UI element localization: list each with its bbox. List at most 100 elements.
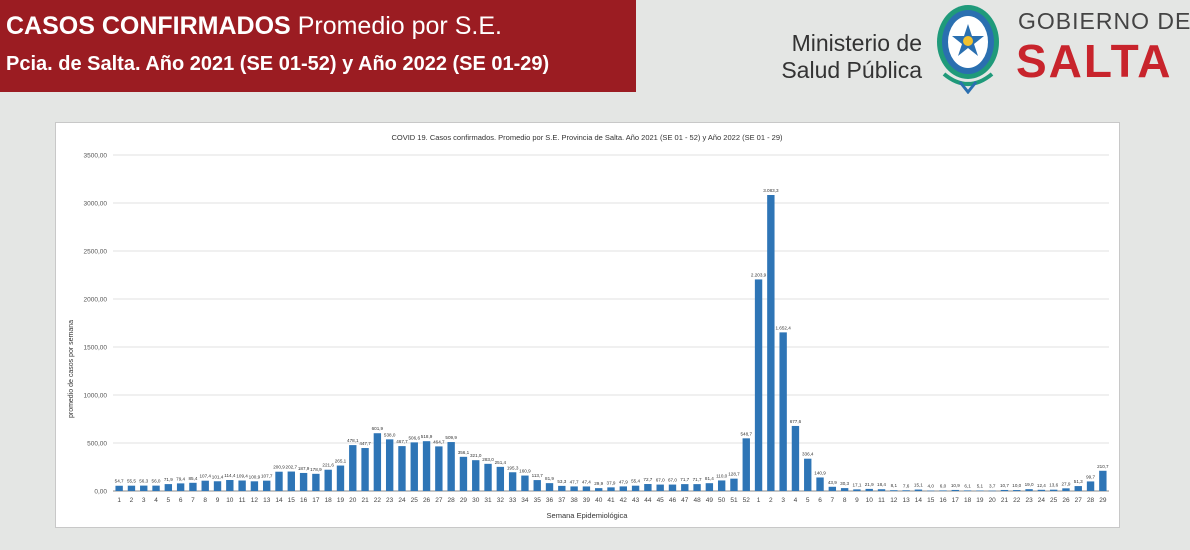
data-label: 67,0 bbox=[668, 478, 677, 483]
x-axis-title: Semana Epidemiológica bbox=[547, 511, 629, 520]
x-tick-label: 21 bbox=[361, 497, 369, 504]
data-label: 101,4 bbox=[212, 474, 224, 479]
data-label: 71,7 bbox=[693, 477, 702, 482]
bar bbox=[668, 484, 677, 491]
x-tick-label: 36 bbox=[546, 497, 554, 504]
x-tick-label: 22 bbox=[374, 497, 382, 504]
bar bbox=[877, 489, 886, 491]
bar bbox=[201, 480, 209, 491]
data-label: 56,0 bbox=[152, 479, 161, 484]
y-axis-title: promedio de casos por semana bbox=[68, 320, 75, 418]
x-tick-label: 4 bbox=[794, 497, 798, 504]
bar bbox=[484, 463, 492, 491]
data-label: 128,7 bbox=[728, 472, 740, 477]
data-label: 67,0 bbox=[656, 478, 665, 483]
data-label: 17,1 bbox=[852, 482, 861, 487]
data-label: 221,6 bbox=[322, 463, 334, 468]
bar bbox=[767, 195, 775, 491]
data-label: 178,9 bbox=[310, 467, 322, 472]
data-label: 56,3 bbox=[139, 479, 148, 484]
bar bbox=[189, 482, 197, 491]
data-label: 3.083,3 bbox=[763, 188, 779, 193]
bar bbox=[988, 490, 996, 492]
bar bbox=[385, 439, 394, 491]
bar bbox=[656, 484, 664, 491]
bar bbox=[533, 480, 541, 491]
x-tick-label: 47 bbox=[681, 497, 689, 504]
bar bbox=[619, 486, 627, 491]
bar bbox=[275, 471, 283, 491]
x-tick-label: 39 bbox=[583, 497, 591, 504]
data-label: 13,6 bbox=[1049, 483, 1058, 488]
x-tick-label: 3 bbox=[142, 497, 146, 504]
x-tick-label: 2 bbox=[130, 497, 134, 504]
data-label: 548,7 bbox=[741, 431, 753, 436]
x-tick-label: 12 bbox=[251, 497, 259, 504]
data-label: 4,0 bbox=[928, 484, 935, 489]
x-tick-label: 44 bbox=[644, 497, 652, 504]
data-label: 3,7 bbox=[989, 484, 996, 489]
bar bbox=[902, 490, 910, 491]
data-label: 447,7 bbox=[359, 441, 371, 446]
bar bbox=[299, 472, 308, 491]
bar bbox=[816, 477, 824, 491]
data-label: 5,1 bbox=[977, 484, 984, 489]
data-label: 37,9 bbox=[607, 480, 616, 485]
ministry-line-2: Salud Pública bbox=[781, 57, 922, 83]
bar bbox=[472, 460, 480, 491]
data-label: 283,0 bbox=[482, 457, 494, 462]
data-label: 72,7 bbox=[643, 477, 652, 482]
data-label: 187,9 bbox=[298, 466, 310, 471]
bar bbox=[1013, 490, 1021, 491]
data-label: 107,7 bbox=[261, 474, 273, 479]
bar bbox=[754, 279, 763, 491]
bar bbox=[250, 481, 259, 491]
bar bbox=[558, 485, 566, 491]
government-label: GOBIERNO DE bbox=[1018, 8, 1190, 34]
data-label: 30,3 bbox=[840, 481, 849, 486]
data-label: 200,9 bbox=[273, 465, 285, 470]
x-tick-label: 12 bbox=[890, 497, 898, 504]
data-label: 518,9 bbox=[421, 434, 433, 439]
data-label: 85,4 bbox=[188, 476, 197, 481]
bar bbox=[410, 442, 418, 491]
bar bbox=[693, 484, 701, 491]
data-label: 100,9 bbox=[249, 474, 261, 479]
data-label: 10,0 bbox=[1012, 483, 1021, 488]
bar bbox=[963, 490, 972, 491]
bar bbox=[287, 471, 295, 491]
data-label: 321,0 bbox=[470, 453, 482, 458]
data-label: 19,0 bbox=[1025, 482, 1034, 487]
x-tick-label: 4 bbox=[154, 497, 158, 504]
x-tick-label: 9 bbox=[216, 497, 220, 504]
bar bbox=[459, 456, 468, 491]
bar bbox=[595, 488, 603, 491]
data-label: 195,3 bbox=[507, 465, 519, 470]
bar bbox=[127, 485, 136, 491]
x-tick-label: 1 bbox=[117, 497, 121, 504]
x-tick-label: 10 bbox=[226, 497, 234, 504]
bar bbox=[730, 478, 738, 491]
bar bbox=[717, 480, 726, 491]
x-tick-label: 25 bbox=[1050, 497, 1058, 504]
x-tick-label: 29 bbox=[460, 497, 468, 504]
bar bbox=[447, 442, 455, 491]
bar bbox=[349, 445, 357, 491]
y-tick-label: 1500,00 bbox=[84, 345, 108, 352]
bar bbox=[1086, 481, 1095, 491]
bar bbox=[176, 483, 185, 491]
data-label: 6,1 bbox=[964, 483, 971, 488]
data-label: 8,1 bbox=[891, 483, 898, 488]
x-tick-label: 6 bbox=[179, 497, 183, 504]
x-tick-label: 20 bbox=[989, 497, 997, 504]
x-tick-label: 6 bbox=[818, 497, 822, 504]
x-tick-label: 3 bbox=[781, 497, 785, 504]
ministry-name: Ministerio de Salud Pública bbox=[770, 30, 922, 84]
bar bbox=[324, 469, 332, 491]
data-label: 53,3 bbox=[557, 479, 566, 484]
bar bbox=[853, 489, 861, 491]
y-tick-label: 2500,00 bbox=[84, 249, 108, 256]
bar bbox=[226, 480, 234, 491]
bar bbox=[545, 483, 554, 491]
x-tick-label: 18 bbox=[964, 497, 972, 504]
